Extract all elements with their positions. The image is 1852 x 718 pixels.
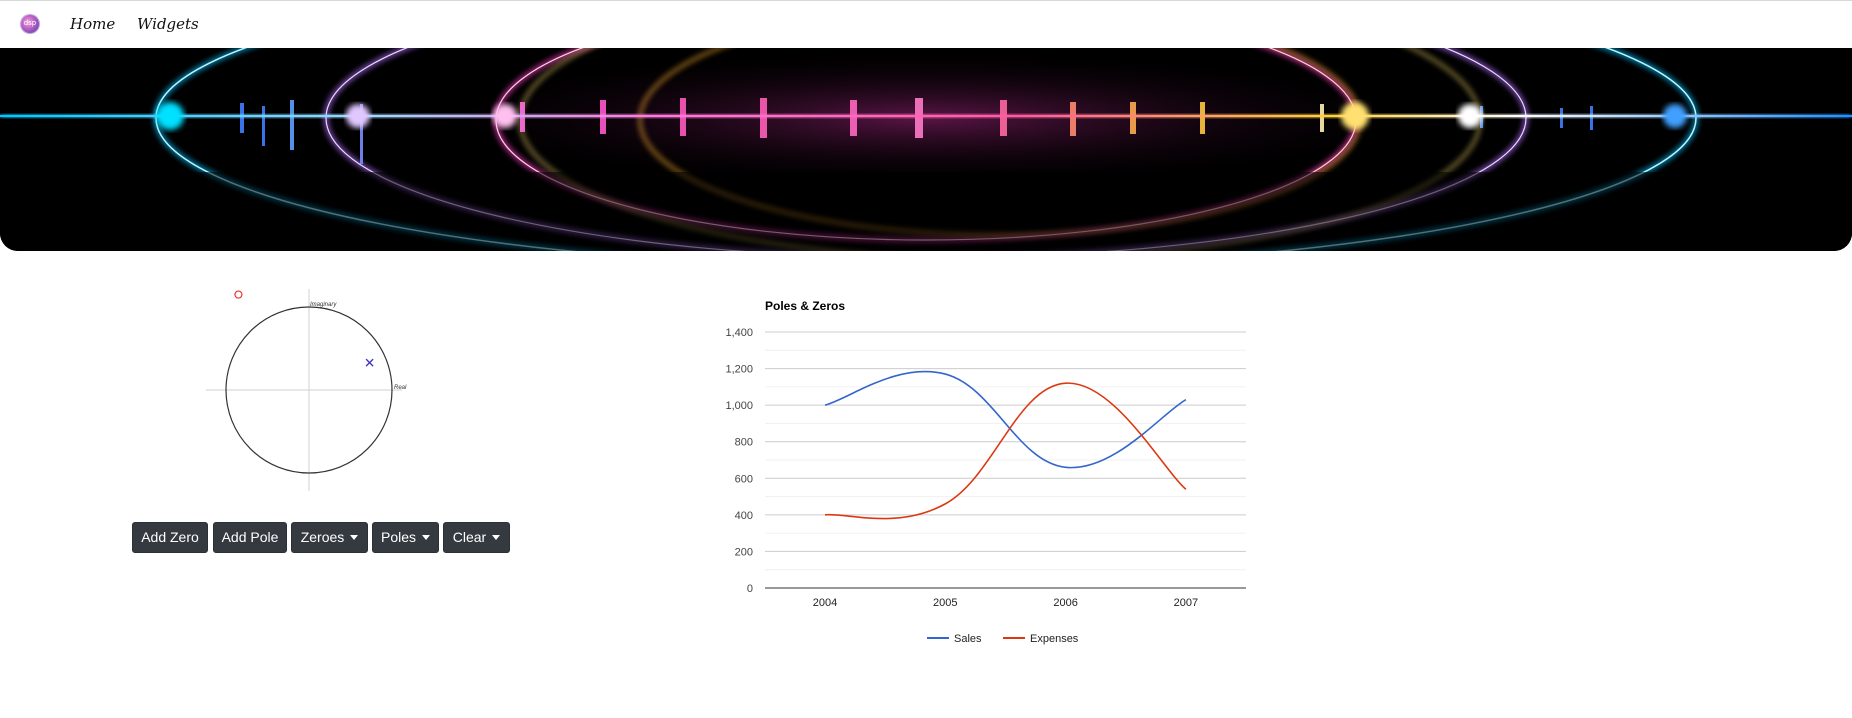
series-line-expenses[interactable] (824, 382, 1187, 520)
chart-title: Poles & Zeros (765, 299, 845, 313)
y-tick-label: 200 (735, 546, 753, 558)
clear-dropdown-button[interactable]: Clear (443, 522, 510, 553)
line-chart: Poles & Zeros 0 200 400 600 800 1,000 1,200 1,40… (700, 286, 1260, 661)
poles-label: Poles (380, 529, 417, 545)
real-label: Real (394, 385, 407, 391)
caret-down-icon (350, 534, 359, 540)
navbar: dsp Home Widgets (0, 1, 1852, 48)
x-tick-label: 2004 (813, 597, 837, 609)
nav-widgets-link[interactable]: Widgets (137, 15, 199, 33)
x-tick-label: 2007 (1174, 597, 1198, 609)
x-tick-label: 2005 (933, 597, 957, 609)
zeroes-label: Zeroes (300, 529, 345, 545)
y-tick-label: 1,400 (725, 327, 753, 339)
legend-item-sales[interactable]: Sales (927, 633, 982, 645)
legend-item-expenses[interactable]: Expenses (1003, 633, 1079, 645)
audio-spectrum-image (0, 48, 1852, 251)
y-tick-label: 0 (747, 583, 753, 595)
add-pole-button[interactable]: Add Pole (213, 522, 287, 553)
x-tick-label: 2006 (1053, 597, 1077, 609)
caret-down-icon (492, 534, 501, 540)
poles-dropdown-button[interactable]: Poles (372, 522, 439, 553)
zeroes-dropdown-button[interactable]: Zeroes (291, 522, 368, 553)
y-tick-label: 1,200 (725, 364, 753, 376)
clear-label: Clear (452, 529, 487, 545)
add-zero-button[interactable]: Add Zero (132, 522, 208, 553)
z-plane-plot[interactable]: Imaginary Real (0, 251, 460, 491)
y-tick-label: 1,000 (725, 400, 753, 412)
nav-home-link[interactable]: Home (70, 15, 116, 33)
zero-marker[interactable] (234, 290, 243, 299)
y-tick-label: 800 (735, 437, 753, 449)
legend-label: Expenses (1030, 633, 1079, 645)
y-tick-label: 400 (735, 510, 753, 522)
top-border (0, 0, 1852, 1)
series-line-sales[interactable] (824, 370, 1187, 469)
pole-marker[interactable] (365, 358, 374, 367)
line-chart-svg: Poles & Zeros 0 200 400 600 800 1,000 1,200 1,40… (725, 299, 1246, 645)
unit-circle (225, 306, 393, 474)
logo-icon[interactable]: dsp (21, 15, 39, 33)
imaginary-label: Imaginary (310, 302, 337, 308)
legend-label: Sales (954, 633, 982, 645)
hero-banner (0, 48, 1852, 251)
y-tick-label: 600 (735, 473, 753, 485)
caret-down-icon (422, 534, 431, 540)
